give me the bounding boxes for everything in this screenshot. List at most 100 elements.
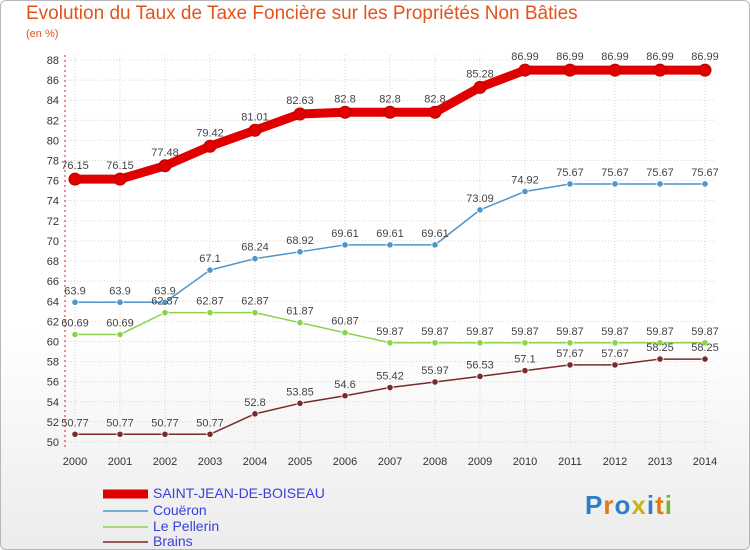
chart-unit: (en %) xyxy=(26,28,59,40)
data-label: 81.01 xyxy=(241,111,269,123)
data-point xyxy=(116,330,124,339)
data-point xyxy=(566,361,574,369)
y-tick-label: 62 xyxy=(47,316,59,328)
data-label: 79.42 xyxy=(196,127,224,139)
data-label: 55.42 xyxy=(376,371,404,383)
data-point xyxy=(653,63,667,77)
data-label: 59.87 xyxy=(646,326,674,338)
data-point xyxy=(296,319,304,327)
data-point xyxy=(248,123,262,137)
chart-title: Evolution du Taux de Taxe Foncière sur l… xyxy=(26,3,578,24)
data-label: 75.67 xyxy=(556,167,584,179)
data-point xyxy=(608,63,622,77)
data-label: 82.63 xyxy=(286,95,314,107)
y-tick-label: 70 xyxy=(47,236,59,248)
legend-label-0: SAINT-JEAN-DE-BOISEAU xyxy=(153,485,325,501)
data-label: 59.87 xyxy=(691,326,719,338)
data-point xyxy=(473,80,487,94)
data-label: 67.1 xyxy=(199,253,220,265)
data-point xyxy=(341,241,349,249)
logo-letter: i xyxy=(664,490,673,520)
data-point xyxy=(476,206,484,214)
y-tick-label: 80 xyxy=(47,135,59,147)
logo-letter: P xyxy=(585,490,604,520)
series-layer xyxy=(68,63,712,438)
data-label: 82.8 xyxy=(379,93,400,105)
data-label: 50.77 xyxy=(61,417,89,429)
data-label: 62.87 xyxy=(151,296,179,308)
x-tick-label: 2001 xyxy=(108,456,132,468)
data-point xyxy=(71,330,79,339)
data-point xyxy=(656,180,664,188)
x-tick-label: 2002 xyxy=(153,456,177,468)
y-tick-label: 54 xyxy=(47,397,59,409)
data-point xyxy=(611,180,619,188)
data-point xyxy=(116,430,124,438)
data-point xyxy=(338,105,352,119)
data-point xyxy=(68,172,82,186)
data-point xyxy=(71,298,79,306)
data-label: 55.97 xyxy=(421,365,449,377)
data-label: 86.99 xyxy=(511,51,539,63)
data-point xyxy=(521,367,529,375)
legend-label-2: Le Pellerin xyxy=(153,518,220,534)
logo-letter: t xyxy=(655,490,665,520)
x-tick-label: 2010 xyxy=(513,456,537,468)
data-label: 63.9 xyxy=(64,285,85,297)
x-tick-label: 2006 xyxy=(333,456,357,468)
data-label: 57.1 xyxy=(514,354,535,366)
logo-letter: r xyxy=(603,490,615,520)
data-label: 59.87 xyxy=(466,326,494,338)
data-label: 54.6 xyxy=(334,379,355,391)
data-point xyxy=(251,255,259,263)
data-label: 85.28 xyxy=(466,68,494,80)
grid-layer xyxy=(65,55,715,450)
data-point xyxy=(293,107,307,121)
logo-letter: x xyxy=(631,490,647,520)
data-point xyxy=(386,241,394,249)
data-point xyxy=(71,430,79,438)
data-point xyxy=(158,159,172,173)
data-point xyxy=(161,298,169,306)
data-label: 62.87 xyxy=(241,296,269,308)
data-label: 60.69 xyxy=(61,318,89,330)
data-point xyxy=(611,361,619,369)
data-point xyxy=(341,392,349,400)
data-point xyxy=(431,339,439,347)
data-label: 86.99 xyxy=(691,51,719,63)
data-point xyxy=(656,339,664,347)
data-point xyxy=(701,355,709,363)
data-point xyxy=(161,430,169,438)
data-point xyxy=(296,399,304,407)
data-label: 74.92 xyxy=(511,174,539,186)
x-tick-label: 2009 xyxy=(468,456,492,468)
data-point xyxy=(296,248,304,256)
y-tick-label: 66 xyxy=(47,276,59,288)
data-label: 75.67 xyxy=(691,167,719,179)
data-label: 86.99 xyxy=(601,51,629,63)
data-point xyxy=(203,139,217,153)
data-label: 61.87 xyxy=(286,306,314,318)
data-label: 86.99 xyxy=(646,51,674,63)
y-tick-label: 58 xyxy=(47,357,59,369)
data-point xyxy=(518,63,532,77)
data-label: 86.99 xyxy=(556,51,584,63)
data-point xyxy=(431,378,439,386)
data-label: 62.87 xyxy=(196,296,224,308)
x-tick-label: 2014 xyxy=(693,456,717,468)
proxiti-logo: Proxiti xyxy=(585,490,673,521)
data-point xyxy=(431,241,439,249)
data-point xyxy=(428,105,442,119)
y-tick-label: 88 xyxy=(47,55,59,67)
data-label: 59.87 xyxy=(556,326,584,338)
x-tick-label: 2013 xyxy=(648,456,672,468)
data-point xyxy=(566,339,574,347)
data-point xyxy=(206,430,214,438)
data-label: 68.92 xyxy=(286,235,314,247)
data-label: 50.77 xyxy=(151,417,179,429)
data-point xyxy=(116,298,124,306)
data-point xyxy=(701,180,709,188)
data-label: 82.8 xyxy=(424,93,445,105)
data-label: 50.77 xyxy=(196,417,224,429)
data-label: 82.8 xyxy=(334,93,355,105)
